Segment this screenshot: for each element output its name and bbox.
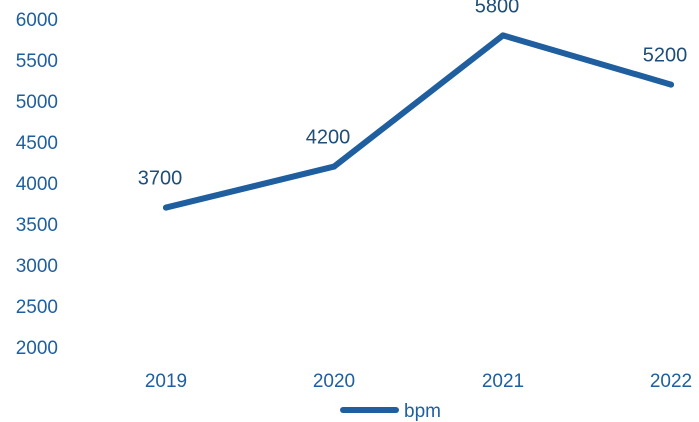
y-tick-label: 5500 (16, 51, 58, 72)
data-label: 5800 (475, 0, 520, 17)
legend: bpm (340, 401, 441, 422)
y-tick-label: 4500 (16, 133, 58, 154)
x-axis: 2019 2020 2021 2022 (145, 371, 692, 392)
y-tick-label: 3500 (16, 215, 58, 236)
y-tick-label: 2500 (16, 297, 58, 318)
legend-label-bpm: bpm (404, 401, 441, 422)
y-tick-label: 4000 (16, 174, 58, 195)
series-line-bpm (163, 32, 674, 211)
data-label: 3700 (138, 168, 183, 190)
data-point (668, 81, 674, 88)
data-label: 5200 (643, 45, 688, 67)
y-tick-label: 5000 (16, 92, 58, 113)
data-point (163, 204, 169, 211)
data-label: 4200 (306, 127, 351, 149)
y-tick-label: 3000 (16, 256, 58, 277)
y-axis: 2000 2500 3000 3500 4000 4500 5000 5500 6000 (16, 10, 58, 359)
x-tick-label: 2020 (313, 371, 355, 392)
x-tick-label: 2021 (482, 371, 524, 392)
x-tick-label: 2019 (145, 371, 187, 392)
x-tick-label: 2022 (650, 371, 692, 392)
data-point (500, 32, 506, 39)
y-tick-label: 6000 (16, 10, 58, 31)
data-point (331, 163, 337, 170)
plot-area (163, 32, 674, 211)
data-labels: 3700 4200 5800 5200 (138, 0, 688, 190)
y-tick-label: 2000 (16, 338, 58, 359)
